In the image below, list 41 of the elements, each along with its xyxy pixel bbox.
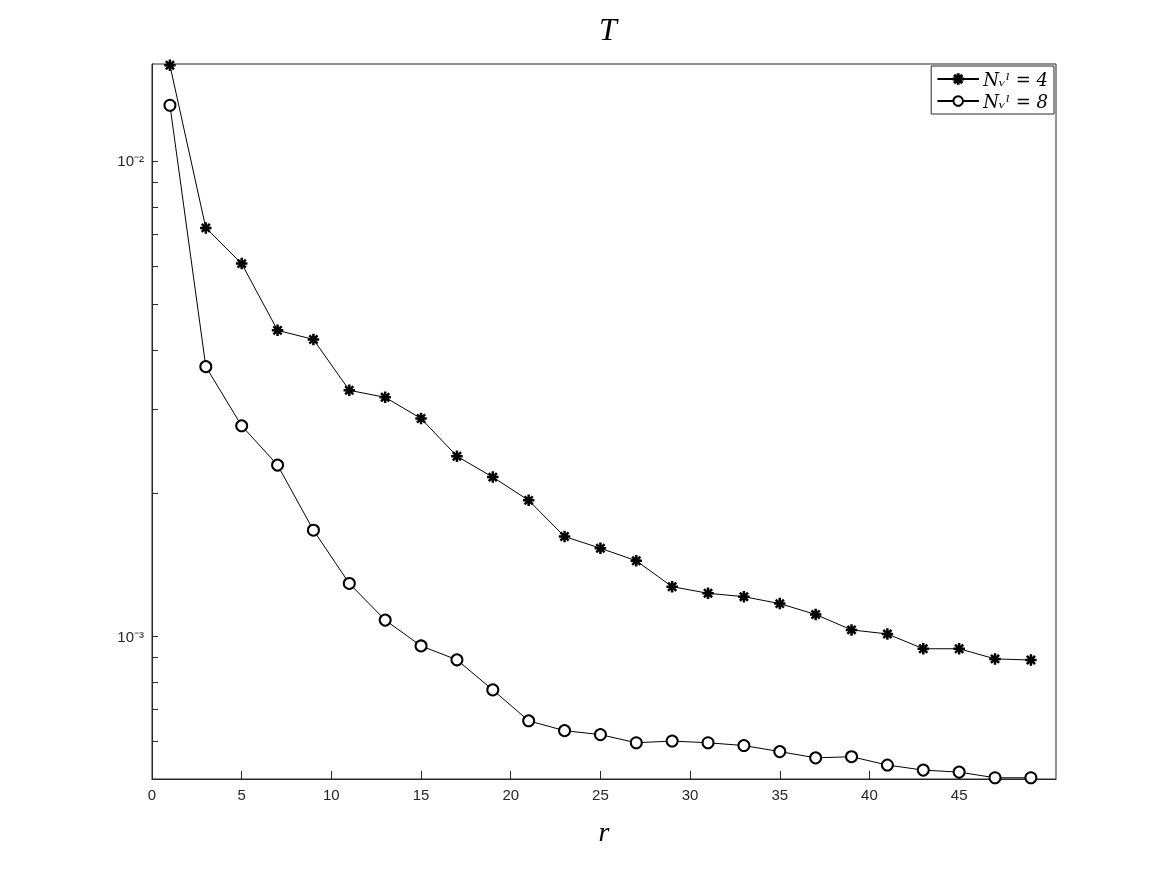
y-tick-label: 10⁻² xyxy=(117,152,144,170)
x-tick-label: 10 xyxy=(323,786,340,803)
point xyxy=(665,734,679,748)
x-tick-label: 30 xyxy=(681,786,699,803)
x-axis-title: r xyxy=(598,815,610,847)
x-tick-label: 35 xyxy=(771,786,789,803)
point xyxy=(916,763,930,777)
point xyxy=(880,758,894,772)
legend-label: Nᵥˡ = 4 xyxy=(982,68,1049,90)
point xyxy=(306,523,320,537)
point xyxy=(737,739,751,753)
point xyxy=(1024,771,1038,785)
point xyxy=(378,613,392,627)
point xyxy=(593,728,607,742)
x-tick-label: 20 xyxy=(502,786,520,803)
point xyxy=(450,653,464,667)
point xyxy=(163,98,177,112)
point xyxy=(235,419,249,433)
x-tick-label: 0 xyxy=(147,786,157,803)
y-tick-label: 10⁻³ xyxy=(117,627,144,645)
point xyxy=(845,750,859,764)
x-tick-label: 15 xyxy=(412,786,430,803)
point xyxy=(342,576,356,590)
chart-title: T xyxy=(599,11,620,47)
x-tick-label: 5 xyxy=(237,786,246,803)
point xyxy=(701,736,715,750)
x-tick-label: 25 xyxy=(592,786,609,803)
point xyxy=(522,714,536,728)
point xyxy=(199,360,213,374)
point xyxy=(988,771,1002,785)
point xyxy=(271,458,285,472)
point xyxy=(773,745,787,759)
x-tick-label: 40 xyxy=(861,786,878,803)
point xyxy=(952,765,966,779)
point xyxy=(809,751,823,765)
point xyxy=(414,639,428,653)
point xyxy=(486,683,500,697)
point xyxy=(629,736,643,750)
x-tick-label: 45 xyxy=(950,786,968,803)
point xyxy=(558,724,572,738)
legend-label: Nᵥˡ = 8 xyxy=(982,90,1049,112)
